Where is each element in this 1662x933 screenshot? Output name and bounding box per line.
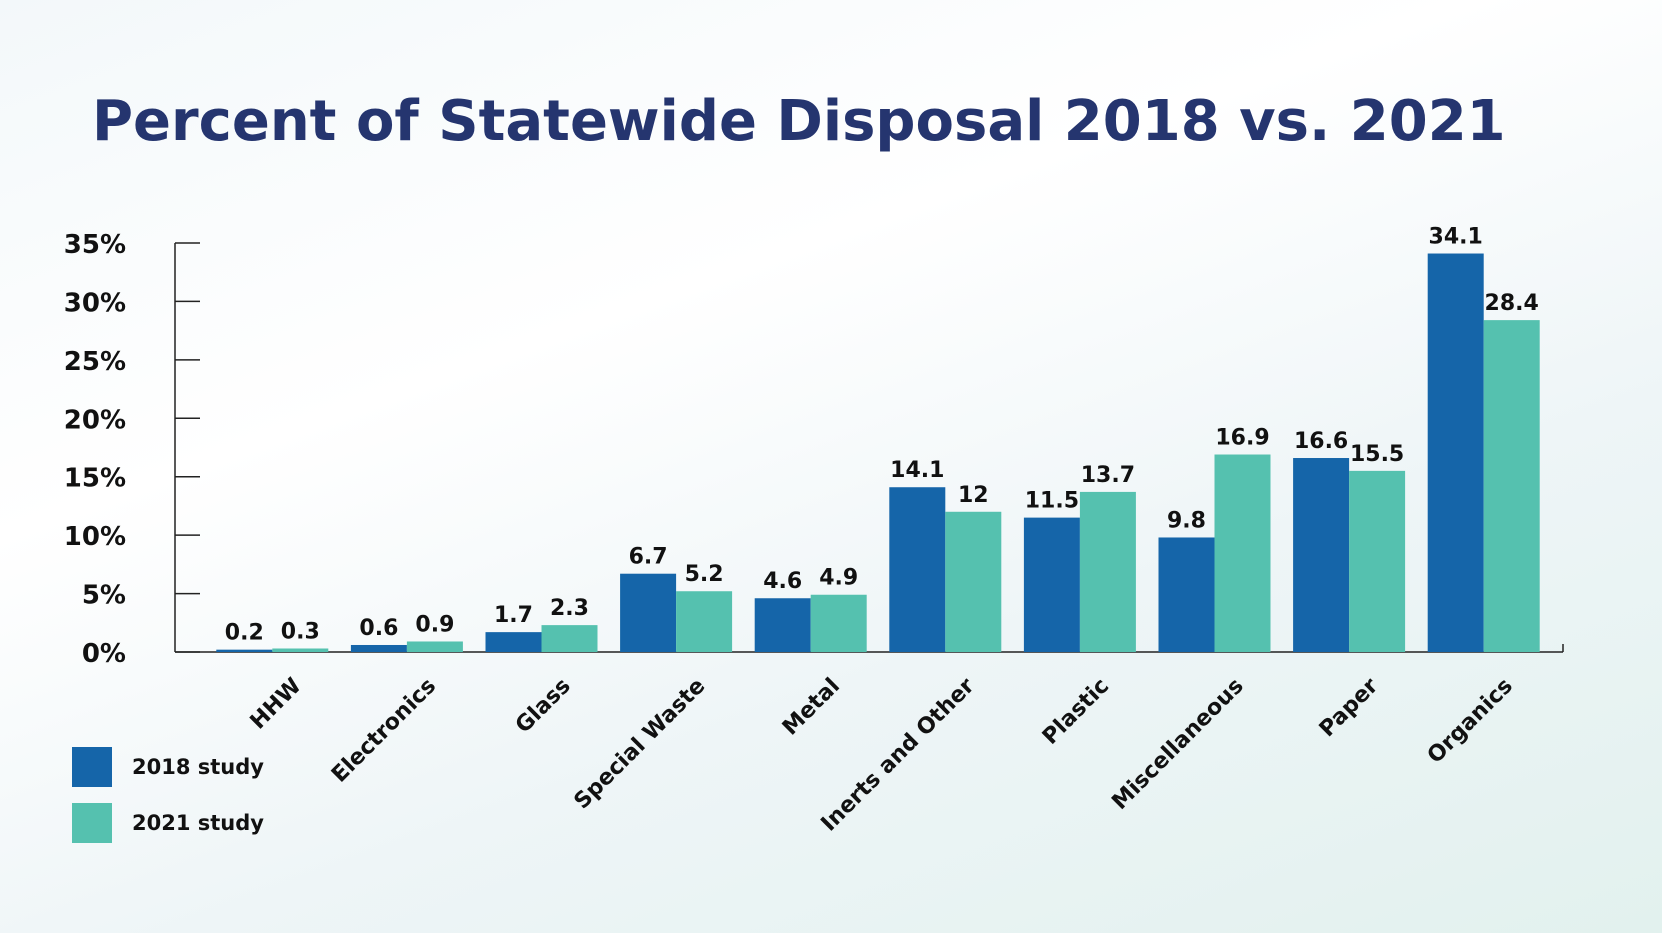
bar-2021 (1349, 470, 1406, 652)
x-tick-label: Metal (778, 674, 845, 741)
y-tick-label: 20% (64, 405, 126, 435)
bar-2018 (485, 632, 542, 652)
data-label: 11.5 (1025, 489, 1079, 514)
data-label: 13.7 (1081, 463, 1135, 488)
x-tick-label: Miscellaneous (1107, 674, 1248, 815)
data-label: 0.6 (359, 616, 398, 641)
data-label: 4.6 (763, 569, 802, 594)
x-tick-label: Plastic (1038, 674, 1114, 750)
x-tick-label: Inerts and Other (817, 673, 980, 836)
bar-2018 (754, 598, 811, 652)
bar-2018 (889, 487, 946, 652)
data-label: 16.9 (1215, 426, 1269, 451)
data-label: 5.2 (685, 562, 724, 587)
y-tick-label: 15% (64, 464, 126, 494)
y-tick-label: 10% (64, 522, 126, 552)
bar-2021 (406, 641, 463, 652)
bar-2018 (350, 644, 407, 652)
bar-2021 (272, 648, 329, 652)
data-label: 16.6 (1294, 429, 1348, 454)
data-label: 0.2 (225, 621, 264, 646)
x-tick-label: Glass (511, 674, 576, 739)
x-tick-label: Organics (1423, 674, 1518, 769)
legend-label: 2018 study (132, 755, 264, 779)
bar-2018 (1293, 458, 1350, 652)
legend: 2018 study 2021 study (72, 747, 264, 843)
bar-2021 (1214, 454, 1271, 652)
bar-2021 (810, 594, 867, 652)
data-label: 2.3 (550, 596, 589, 621)
data-label: 4.9 (819, 566, 858, 591)
bar-2021 (1079, 491, 1136, 652)
bar-2021 (541, 625, 598, 652)
x-tick-label: Special Waste (570, 674, 711, 815)
bar-2021 (945, 511, 1002, 652)
bar-2018 (1427, 253, 1484, 652)
data-label: 9.8 (1167, 508, 1206, 533)
data-label: 0.3 (281, 619, 320, 644)
x-tick-label: HHW (246, 674, 307, 735)
x-tick-label: Paper (1315, 673, 1384, 742)
x-tick-label: Electronics (327, 674, 441, 788)
axes: 0% 5% 10% 15% 20% 25% 30% 35% (64, 230, 1564, 669)
data-label: 0.9 (415, 612, 454, 637)
legend-label: 2021 study (132, 811, 264, 835)
chart-title: Percent of Statewide Disposal 2018 vs. 2… (92, 89, 1506, 154)
y-tick-label: 5% (82, 581, 126, 611)
bar-2018 (216, 649, 273, 652)
data-label: 6.7 (629, 545, 668, 570)
data-label: 34.1 (1429, 225, 1483, 250)
bar-2021 (676, 591, 733, 652)
legend-swatch (72, 803, 112, 843)
bars (216, 253, 1540, 652)
data-label: 14.1 (890, 458, 944, 483)
bar-2018 (1023, 517, 1080, 652)
data-label: 15.5 (1350, 442, 1404, 467)
y-tick-label: 0% (82, 639, 126, 669)
y-tick-label: 25% (64, 347, 126, 377)
data-label: 28.4 (1485, 291, 1539, 316)
y-tick-label: 35% (64, 230, 126, 260)
bar-2018 (620, 573, 677, 652)
y-tick-label: 30% (64, 288, 126, 318)
legend-swatch (72, 747, 112, 787)
bar-2021 (1483, 320, 1540, 652)
bar-2018 (1158, 537, 1215, 652)
data-label: 1.7 (494, 603, 533, 628)
value-labels: 0.2 0.3 0.6 0.9 1.7 2.3 6.7 5.2 4.6 4.9 14.1 12 11.5… (225, 225, 1539, 646)
data-label: 12 (958, 483, 989, 508)
